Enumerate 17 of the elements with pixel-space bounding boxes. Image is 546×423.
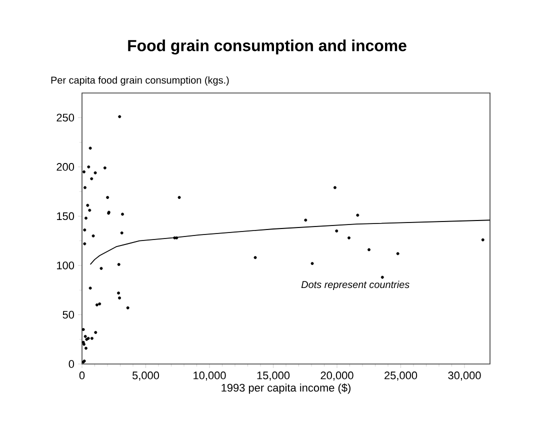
x-axis-title: 1993 per capita income ($) <box>222 383 350 394</box>
y-tick-label: 0 <box>68 360 74 368</box>
x-tick-label: 20,000 <box>320 372 354 381</box>
y-tick-label: 150 <box>57 212 74 220</box>
y-tick-label: 200 <box>56 163 74 171</box>
x-tick-label: 5,000 <box>132 372 160 381</box>
annotation: Dots represent countries <box>301 280 410 290</box>
x-tick-label: 30,000 <box>448 372 481 381</box>
y-axis-title: Per capita food grain consumption (kgs.) <box>51 76 229 86</box>
chart-title: Food grain consumption and income <box>128 40 406 54</box>
x-tick-label: 25,000 <box>384 372 418 381</box>
y-tick-label: 250 <box>56 114 74 122</box>
y-tick-label: 100 <box>57 262 74 270</box>
y-tick-label: 50 <box>62 310 74 319</box>
x-tick-label: 15,000 <box>257 372 290 381</box>
x-tick-label: 10,000 <box>194 372 226 381</box>
x-tick-label: 0 <box>79 372 85 380</box>
